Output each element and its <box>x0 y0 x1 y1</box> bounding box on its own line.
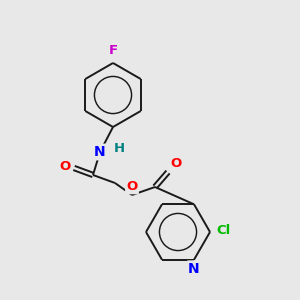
Text: N: N <box>94 145 106 159</box>
Text: O: O <box>60 160 71 173</box>
Text: O: O <box>170 157 181 170</box>
Text: N: N <box>188 262 200 276</box>
Text: H: H <box>114 142 125 155</box>
Text: O: O <box>126 180 138 193</box>
Text: F: F <box>108 44 118 57</box>
Text: Cl: Cl <box>216 224 230 238</box>
